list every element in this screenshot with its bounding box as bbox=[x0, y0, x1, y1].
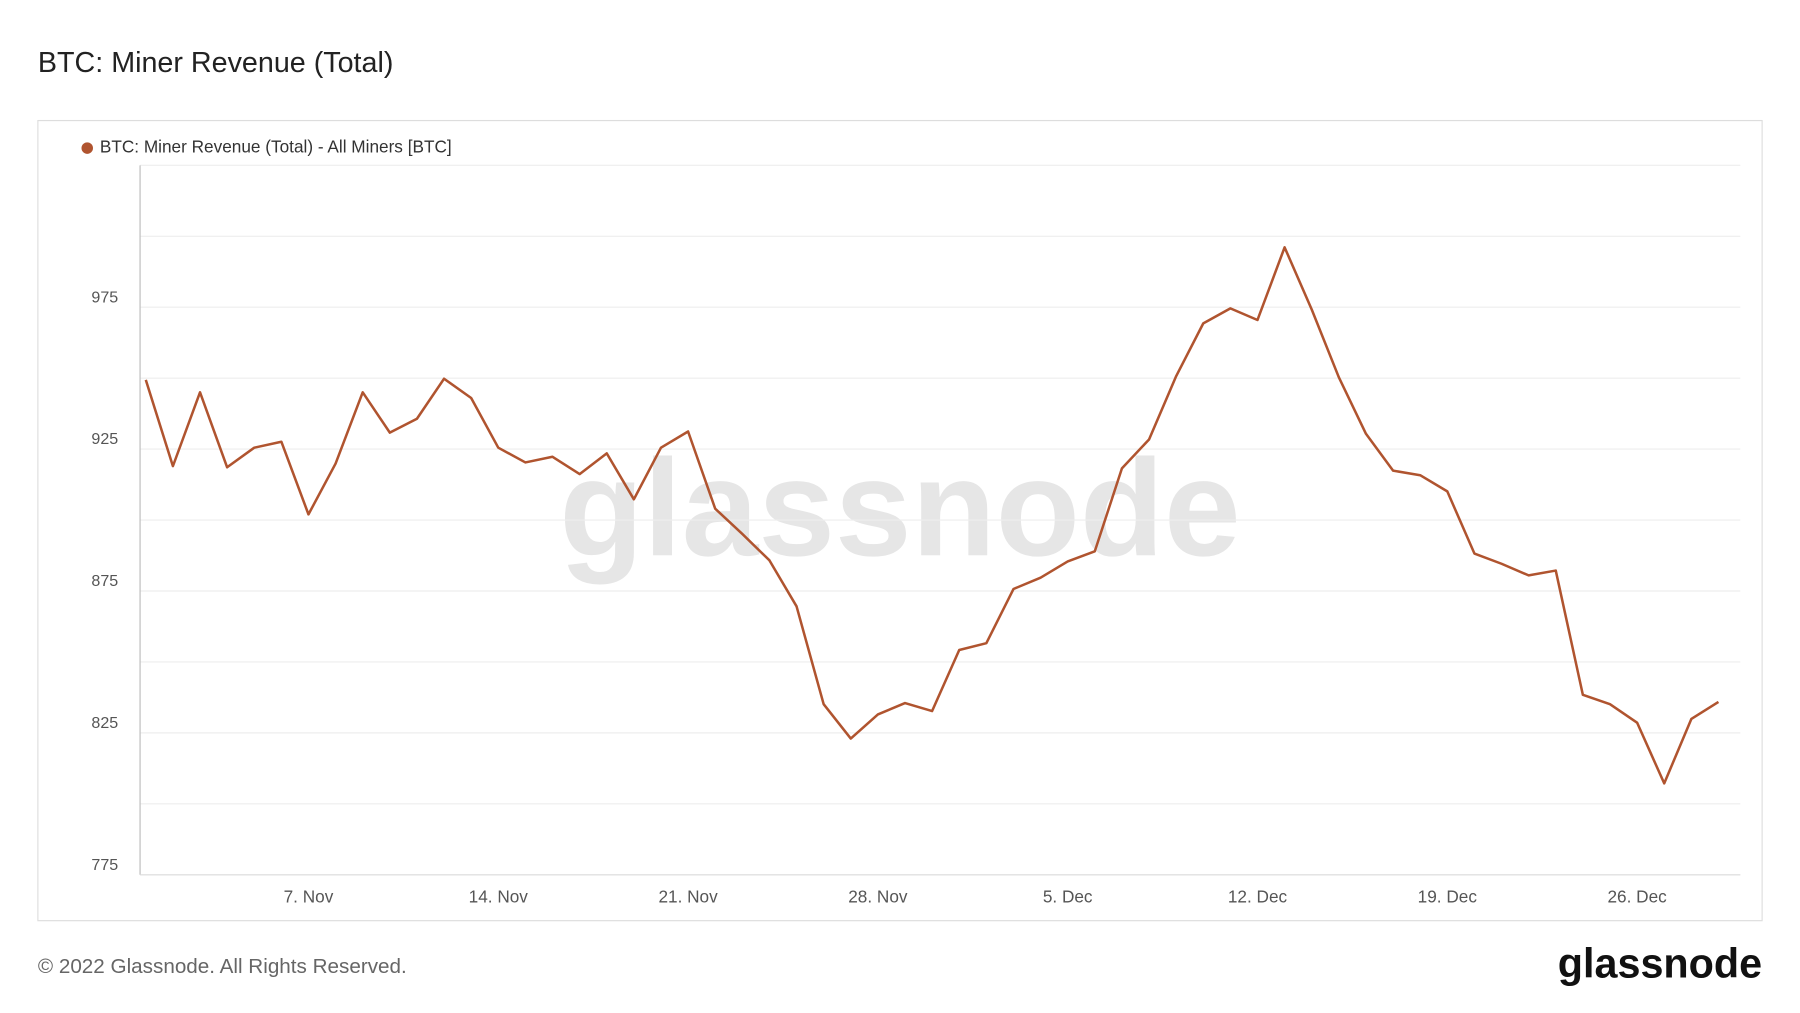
x-tick-label: 21. Nov bbox=[658, 886, 718, 906]
y-tick-label: 775 bbox=[91, 856, 118, 874]
chart-frame bbox=[37, 119, 1763, 922]
x-tick-label: 28. Nov bbox=[848, 886, 908, 906]
y-tick-label: 825 bbox=[91, 714, 118, 732]
y-tick-label: 925 bbox=[91, 430, 118, 448]
y-tick-label: 975 bbox=[91, 288, 118, 306]
x-tick-label: 19. Dec bbox=[1418, 886, 1478, 906]
x-tick-label: 14. Nov bbox=[469, 886, 529, 906]
legend-label: BTC: Miner Revenue (Total) - All Miners … bbox=[100, 137, 452, 157]
x-tick-label: 12. Dec bbox=[1228, 886, 1288, 906]
chart-title: BTC: Miner Revenue (Total) bbox=[38, 47, 394, 79]
y-tick-label: 875 bbox=[91, 572, 118, 590]
logo: glassnode bbox=[1558, 941, 1762, 987]
x-tick-label: 5. Dec bbox=[1043, 886, 1093, 906]
x-tick-label: 7. Nov bbox=[284, 886, 334, 906]
legend-marker bbox=[81, 142, 93, 154]
footer: © 2022 Glassnode. All Rights Reserved. bbox=[38, 955, 407, 978]
x-tick-label: 26. Dec bbox=[1607, 886, 1667, 906]
watermark: glassnode bbox=[559, 431, 1240, 585]
data-line bbox=[144, 246, 1720, 785]
